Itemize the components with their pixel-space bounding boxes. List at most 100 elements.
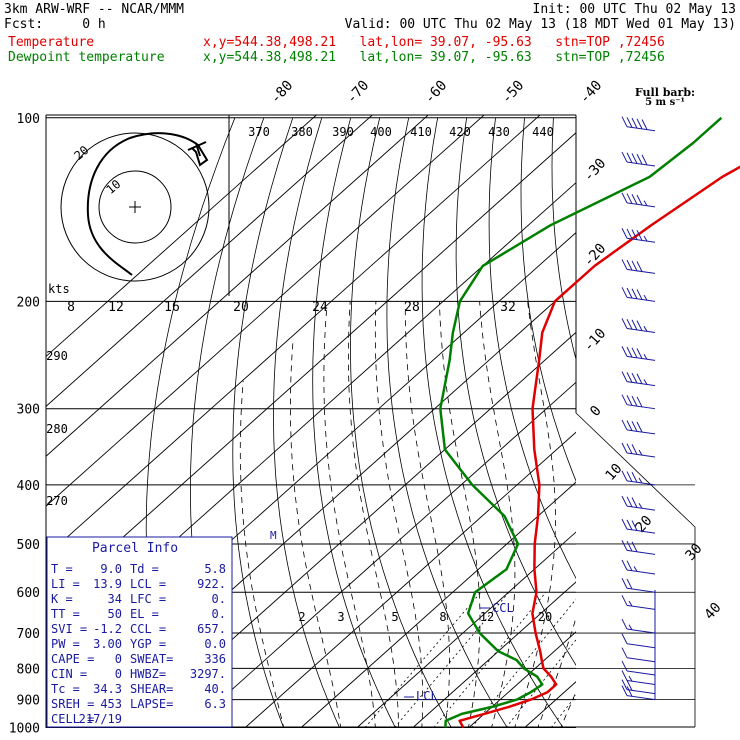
header-init: Init: 00 UTC Thu 02 May 13: [532, 2, 737, 17]
wind-barb-flag: [621, 518, 628, 530]
wind-barb-flag: [621, 633, 628, 644]
wind-barb: [621, 578, 656, 593]
wind-barb-flag: [631, 288, 638, 299]
wind-barb-flag: [621, 259, 628, 270]
parcel-info-label: LI =: [51, 577, 80, 591]
isotherm-label: -70: [344, 78, 373, 108]
wind-barb: [621, 228, 656, 243]
wind-barb-flag: [621, 192, 628, 204]
moist-adiabat-line: [600, 301, 740, 740]
legend-temperature-location: x,y=544.38,498.21 lat,lon= 39.07, -95.63…: [203, 35, 665, 50]
wind-barb-flag: [631, 153, 638, 164]
parcel-info-label: PW =: [51, 637, 80, 651]
parcel-info-value: 3297.: [190, 667, 226, 681]
wind-barb: [621, 633, 656, 649]
wind-barb-flag: [626, 578, 633, 590]
wind-barb-flag: [621, 495, 628, 507]
wind-barb: [621, 540, 656, 555]
isotherm-line: [46, 132, 576, 607]
dry-adiabat-line: [312, 117, 397, 728]
wind-barb-flag: [631, 229, 638, 240]
wind-barb-flag: [631, 444, 638, 455]
wind-barb-flag: [631, 520, 638, 531]
isotherm-label: 0: [587, 403, 605, 420]
wind-barb: [621, 394, 656, 410]
wind-barb-flag: [621, 318, 628, 329]
wind-barb-flag: [626, 318, 633, 330]
theta-label: 430: [488, 125, 510, 139]
pressure-tick-label: 800: [17, 662, 40, 677]
wind-barb-flag: [626, 259, 633, 271]
wind-barb-staff: [626, 643, 656, 649]
wind-barb-flag: [631, 497, 638, 508]
wind-barb-flag: [621, 540, 628, 551]
moist-adiabat-line: [537, 616, 576, 728]
wind-barb-flag: [636, 320, 643, 331]
wind-barb-flag: [621, 660, 628, 672]
isotherm-label: 40: [701, 600, 724, 623]
isotherm-line: [356, 531, 576, 728]
pressure-tick-label: 200: [17, 295, 40, 310]
wind-barb-flag: [643, 326, 648, 332]
wind-barb-flag: [631, 319, 638, 331]
mixing-ratio-line: [471, 598, 576, 728]
wind-barb-flag: [643, 379, 648, 385]
dewpoint-curve: [439, 116, 723, 728]
wind-barb-flag: [628, 624, 633, 631]
wind-barb-flag: [631, 472, 638, 483]
parcel-info-value: 0: [115, 652, 122, 666]
hodograph-trace: [86, 132, 209, 276]
parcel-info-label: T =: [51, 562, 73, 576]
isotherm-line: [468, 631, 576, 728]
wind-barb: [621, 371, 656, 387]
wind-barb-flag: [626, 117, 633, 128]
wind-barb-flag: [636, 348, 643, 359]
wind-barb-flag: [626, 193, 633, 204]
wind-barb-flag: [631, 194, 638, 205]
mixing-ratio-line: [505, 639, 576, 728]
parcel-info-panel: Parcel Info T = 9.0 Td = 5.8 LI = 13.9 LCL = 922…: [46, 536, 233, 728]
dry-adiabat-line: [273, 117, 341, 728]
wind-barb-flag: [643, 235, 648, 242]
parcel-info-value: 336: [204, 652, 226, 666]
wind-barb: [621, 287, 656, 302]
parcel-info-label: LFC =: [130, 592, 166, 606]
wind-barb-flag: [626, 372, 633, 383]
wind-barb-flag: [621, 679, 628, 690]
mixing-ratio-line: [433, 591, 547, 728]
isotherm-line: [189, 381, 576, 728]
parcel-info-label: Td =: [130, 562, 159, 576]
theta-label: 290: [46, 349, 68, 363]
parcel-info-label: SREH =: [51, 697, 94, 711]
wind-barb: [621, 259, 656, 274]
parcel-info-value: 0.: [212, 592, 226, 606]
parcel-info-value: -1.2: [93, 622, 122, 636]
isotherm-line: [46, 115, 485, 507]
wind-barbs: Full barb:5 m s⁻¹: [621, 86, 695, 701]
parcel-info-value: 0: [115, 667, 122, 681]
wind-barb-flag: [621, 346, 628, 357]
wind-barb-flag: [621, 470, 628, 482]
parcel-info-label: TT =: [51, 607, 80, 621]
dry-adiabat-line: [669, 118, 740, 740]
wind-barb-staff: [626, 695, 656, 701]
wind-barb-flag: [626, 287, 633, 299]
wind-barb-staff: [626, 689, 656, 695]
isotherm-label: -80: [268, 78, 297, 108]
parcel-info-value: 0.: [212, 607, 226, 621]
wind-barb-flag: [631, 117, 638, 129]
wind-barb: [621, 346, 656, 361]
dry-adiabat-line: [349, 117, 453, 728]
wind-barb-flag: [636, 153, 643, 165]
wind-barb-flag: [636, 396, 643, 408]
wind-barb-flag: [631, 395, 638, 407]
wind-barb-flag: [626, 346, 633, 358]
diagram-outline: [575, 412, 696, 727]
wind-barb-flag: [621, 670, 628, 681]
ccl-marker: CCL: [492, 601, 514, 615]
wind-barb: [621, 495, 656, 511]
theta-label: 380: [291, 125, 313, 139]
isotherm-label: 10: [602, 461, 625, 484]
theta-label: 370: [248, 125, 270, 139]
wind-barb-flag: [631, 372, 638, 384]
